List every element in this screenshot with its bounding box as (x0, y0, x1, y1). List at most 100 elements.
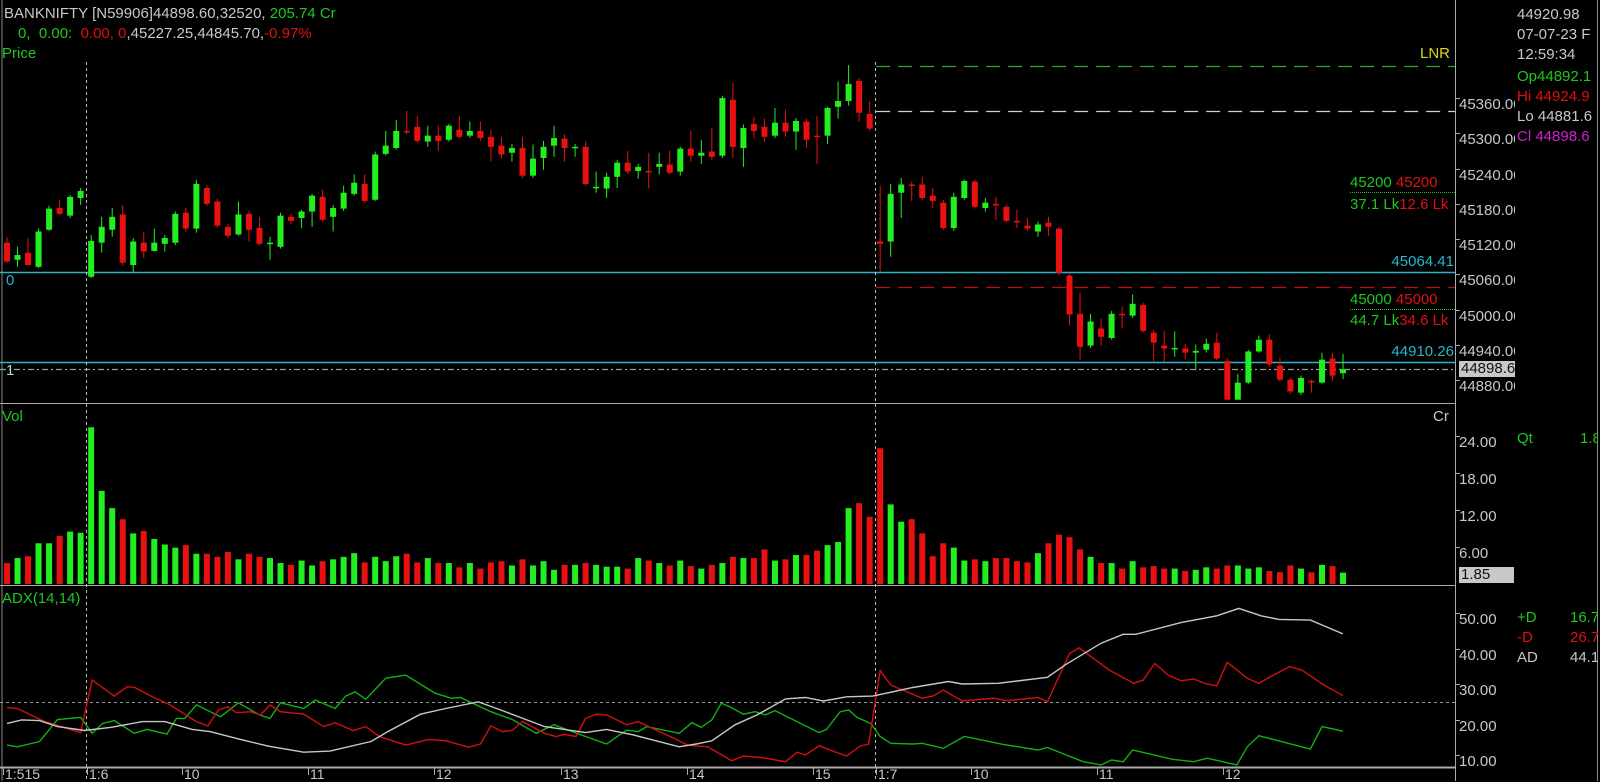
candle[interactable] (130, 237, 137, 273)
candle[interactable] (1034, 221, 1041, 237)
volume-bar[interactable] (929, 556, 936, 584)
volume-bar[interactable] (1140, 567, 1147, 584)
volume-bar[interactable] (498, 561, 505, 584)
candle[interactable] (750, 116, 757, 139)
volume-bar[interactable] (435, 563, 442, 584)
volume-bar[interactable] (877, 448, 884, 584)
candle[interactable] (35, 228, 42, 268)
candle[interactable] (561, 134, 568, 162)
candle[interactable] (1276, 357, 1283, 382)
volume-bar[interactable] (856, 503, 863, 584)
candle[interactable] (1045, 216, 1052, 236)
candle[interactable] (961, 179, 968, 200)
volume-bar[interactable] (414, 562, 421, 584)
volume-bar[interactable] (1182, 571, 1189, 584)
volume-bar[interactable] (1045, 543, 1052, 584)
candle[interactable] (919, 176, 926, 200)
volume-bar[interactable] (203, 553, 210, 584)
volume-bar[interactable] (614, 566, 621, 584)
volume-bar[interactable] (866, 516, 873, 584)
volume-bar[interactable] (56, 535, 63, 584)
volume-bar[interactable] (666, 565, 673, 584)
volume-bar[interactable] (393, 556, 400, 584)
candle[interactable] (466, 121, 473, 139)
candle[interactable] (624, 150, 631, 174)
volume-bar[interactable] (424, 558, 431, 584)
volume-bar[interactable] (1066, 537, 1073, 584)
volume-bar[interactable] (466, 563, 473, 584)
candle[interactable] (267, 236, 273, 260)
volume-bar[interactable] (77, 532, 84, 584)
volume-bar[interactable] (224, 551, 231, 584)
candle[interactable] (971, 179, 978, 209)
volume-bar[interactable] (1213, 568, 1220, 584)
candle[interactable] (4, 236, 10, 263)
volume-bar[interactable] (1098, 563, 1105, 584)
candle[interactable] (203, 185, 210, 206)
candle[interactable] (824, 106, 831, 144)
candle[interactable] (582, 141, 589, 186)
volume-bar[interactable] (708, 564, 715, 584)
volume-bar[interactable] (824, 545, 831, 584)
candle[interactable] (771, 108, 778, 139)
candle[interactable] (46, 205, 53, 231)
candle[interactable] (982, 198, 989, 212)
candle[interactable] (1140, 302, 1147, 333)
candle[interactable] (1182, 343, 1189, 360)
volume-bar[interactable] (740, 558, 747, 584)
volume-bar[interactable] (1234, 565, 1241, 584)
volume-bar[interactable] (761, 549, 768, 584)
volume-bar[interactable] (46, 543, 53, 584)
candle[interactable] (1297, 375, 1304, 395)
candle[interactable] (351, 174, 358, 196)
volume-bar[interactable] (235, 559, 242, 584)
volume-bar[interactable] (561, 564, 568, 584)
volume-bar[interactable] (540, 561, 547, 584)
candle[interactable] (1013, 209, 1020, 228)
candle[interactable] (319, 189, 326, 222)
candle[interactable] (1224, 357, 1231, 400)
volume-bar[interactable] (1329, 566, 1336, 584)
volume-bar[interactable] (214, 556, 221, 584)
volume-bar[interactable] (67, 531, 74, 584)
adx-series-minus-d[interactable] (6, 646, 1344, 763)
candle[interactable] (551, 125, 558, 157)
candle[interactable] (1024, 217, 1031, 231)
volume-bar[interactable] (1192, 569, 1199, 584)
volume-bar[interactable] (330, 559, 337, 584)
volume-bar[interactable] (961, 560, 968, 584)
candle[interactable] (498, 136, 505, 159)
candle[interactable] (393, 119, 400, 150)
candle[interactable] (98, 216, 105, 253)
volume-bar[interactable] (340, 556, 347, 584)
candle[interactable] (793, 118, 799, 150)
candle[interactable] (298, 209, 305, 228)
volume-bar[interactable] (4, 563, 10, 584)
candle[interactable] (1087, 313, 1094, 348)
candle[interactable] (603, 172, 610, 198)
candle[interactable] (277, 212, 284, 249)
candle[interactable] (1192, 344, 1199, 370)
volume-bars[interactable] (4, 427, 1347, 584)
volume-bar[interactable] (25, 556, 32, 584)
candle[interactable] (740, 124, 747, 167)
candle[interactable] (593, 171, 600, 193)
volume-bar[interactable] (750, 558, 757, 584)
volume-bar[interactable] (887, 504, 894, 584)
candle[interactable] (119, 205, 126, 266)
volume-bar[interactable] (940, 543, 947, 584)
candle[interactable] (656, 152, 663, 175)
candle[interactable] (940, 199, 947, 230)
volume-bar[interactable] (172, 547, 179, 584)
volume-bar[interactable] (119, 519, 126, 584)
candle[interactable] (1266, 334, 1273, 367)
candle[interactable] (898, 178, 905, 218)
candle[interactable] (1213, 332, 1220, 361)
volume-bar[interactable] (982, 561, 989, 584)
candle[interactable] (866, 100, 873, 131)
volume-bar[interactable] (1308, 572, 1315, 584)
candle[interactable] (245, 210, 252, 242)
candle[interactable] (424, 125, 431, 147)
candle[interactable] (88, 235, 95, 278)
candlestick-series[interactable] (4, 65, 1347, 400)
